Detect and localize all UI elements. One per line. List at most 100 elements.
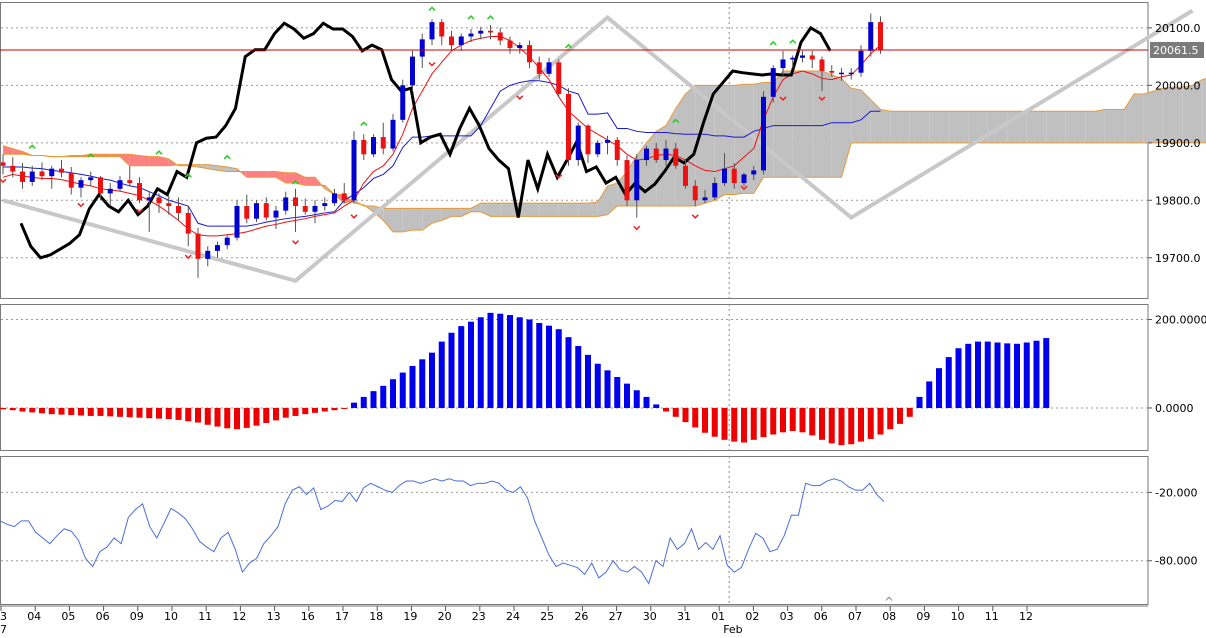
candle-body — [605, 139, 610, 143]
histogram-bar — [438, 341, 445, 408]
histogram-bar — [117, 407, 123, 417]
histogram-bar — [799, 407, 806, 433]
histogram-bar — [195, 407, 201, 423]
cloud-segment — [1202, 78, 1206, 143]
cloud-segment — [948, 111, 959, 143]
histogram-bar — [273, 407, 279, 421]
grid-lines — [1, 2, 1148, 604]
cloud-segment — [724, 85, 735, 195]
cloud-segment — [159, 156, 169, 166]
fractal-up-marker — [291, 180, 300, 185]
cloud-segment — [383, 208, 393, 232]
histogram-bar — [448, 332, 455, 408]
histogram-bar — [877, 407, 884, 435]
candle-body — [790, 57, 796, 60]
x-tick-label: 05 — [61, 610, 75, 623]
candle-body — [107, 188, 113, 194]
cloud-segment — [802, 70, 813, 178]
cloud-segment — [402, 208, 413, 232]
histogram-bar — [692, 407, 699, 428]
candle-body — [585, 125, 591, 155]
histogram-bar — [429, 352, 435, 408]
candle-body — [634, 160, 640, 201]
histogram-bar — [975, 341, 981, 408]
candle-body — [878, 22, 883, 50]
candle-body — [712, 183, 718, 198]
histogram-bar — [243, 407, 250, 428]
cloud-segment — [471, 203, 481, 212]
fractal-up-marker — [223, 154, 231, 160]
fractal-down-marker — [516, 95, 524, 100]
candle-body — [361, 139, 367, 155]
histogram-bar — [156, 407, 162, 419]
histogram-bar — [643, 396, 650, 408]
candle-body — [683, 165, 688, 186]
candle-body — [419, 39, 425, 57]
candle-body — [692, 185, 698, 201]
candle-body — [731, 168, 737, 184]
histogram-bar — [926, 381, 933, 408]
x-tick-label: 17 — [335, 610, 349, 623]
candle-body — [800, 55, 805, 58]
cloud-segment — [1173, 87, 1183, 143]
histogram-bar — [585, 354, 591, 408]
senkou-span-b — [2, 142, 1206, 233]
histogram-bar — [672, 407, 679, 417]
histogram-bar — [1043, 338, 1050, 408]
candle-body — [195, 233, 201, 259]
y-tick-label: -80.000 — [1155, 555, 1197, 568]
fractal-down-marker — [555, 174, 563, 179]
histogram-bar — [984, 341, 991, 408]
cloud-segment — [256, 171, 267, 178]
x-tick-label: 07 — [848, 610, 862, 623]
cloud-segment — [139, 155, 150, 166]
cloud-segment — [500, 203, 510, 217]
cloud-segment — [1017, 111, 1027, 143]
candle-body — [761, 96, 766, 171]
histogram-bar — [897, 407, 903, 424]
histogram-bar — [1033, 340, 1040, 408]
x-tick-label: 19 — [403, 610, 417, 623]
cloud-segment — [909, 111, 920, 143]
candle-body — [380, 137, 386, 149]
histogram-bar — [994, 342, 1001, 408]
histogram-bar — [390, 379, 396, 408]
chikou-line — [19, 21, 832, 260]
candle-body — [673, 148, 679, 166]
candle-body — [98, 177, 103, 194]
panel-frame — [0, 2, 1149, 299]
candle-body — [49, 168, 55, 177]
candle-body — [468, 33, 474, 37]
candle-body — [741, 174, 747, 184]
candle-body — [868, 22, 874, 51]
histogram-bar — [906, 407, 913, 417]
cloud-segment — [929, 111, 939, 143]
candle-body — [166, 203, 172, 207]
histogram-bar — [9, 407, 16, 411]
histogram-bar — [224, 407, 231, 429]
candle-body — [205, 250, 211, 259]
histogram-bar — [1023, 342, 1030, 408]
candle-body — [566, 93, 571, 161]
x-tick-label: 11 — [198, 610, 212, 623]
fractal-up-marker — [184, 173, 192, 178]
histogram-bar — [750, 407, 757, 440]
x-tick-label: 11 — [985, 610, 999, 623]
histogram-bar — [146, 407, 153, 419]
oscillator-line — [0, 478, 885, 585]
histogram-bar — [58, 407, 65, 415]
cloud-segment — [900, 111, 910, 143]
current-price-label: 20061.5 — [1153, 44, 1199, 57]
histogram-bar — [78, 407, 84, 416]
cloud-segment — [217, 165, 228, 172]
histogram-bar — [253, 407, 260, 426]
histogram-bar — [760, 407, 767, 438]
histogram-bar — [575, 346, 582, 408]
histogram-bar — [380, 385, 387, 408]
candle-body — [517, 45, 523, 48]
senkou-span-a — [3, 70, 1206, 209]
x-tick-label: 10 — [164, 610, 178, 623]
cloud-segment — [1114, 109, 1125, 143]
cloud-segment — [558, 203, 569, 217]
